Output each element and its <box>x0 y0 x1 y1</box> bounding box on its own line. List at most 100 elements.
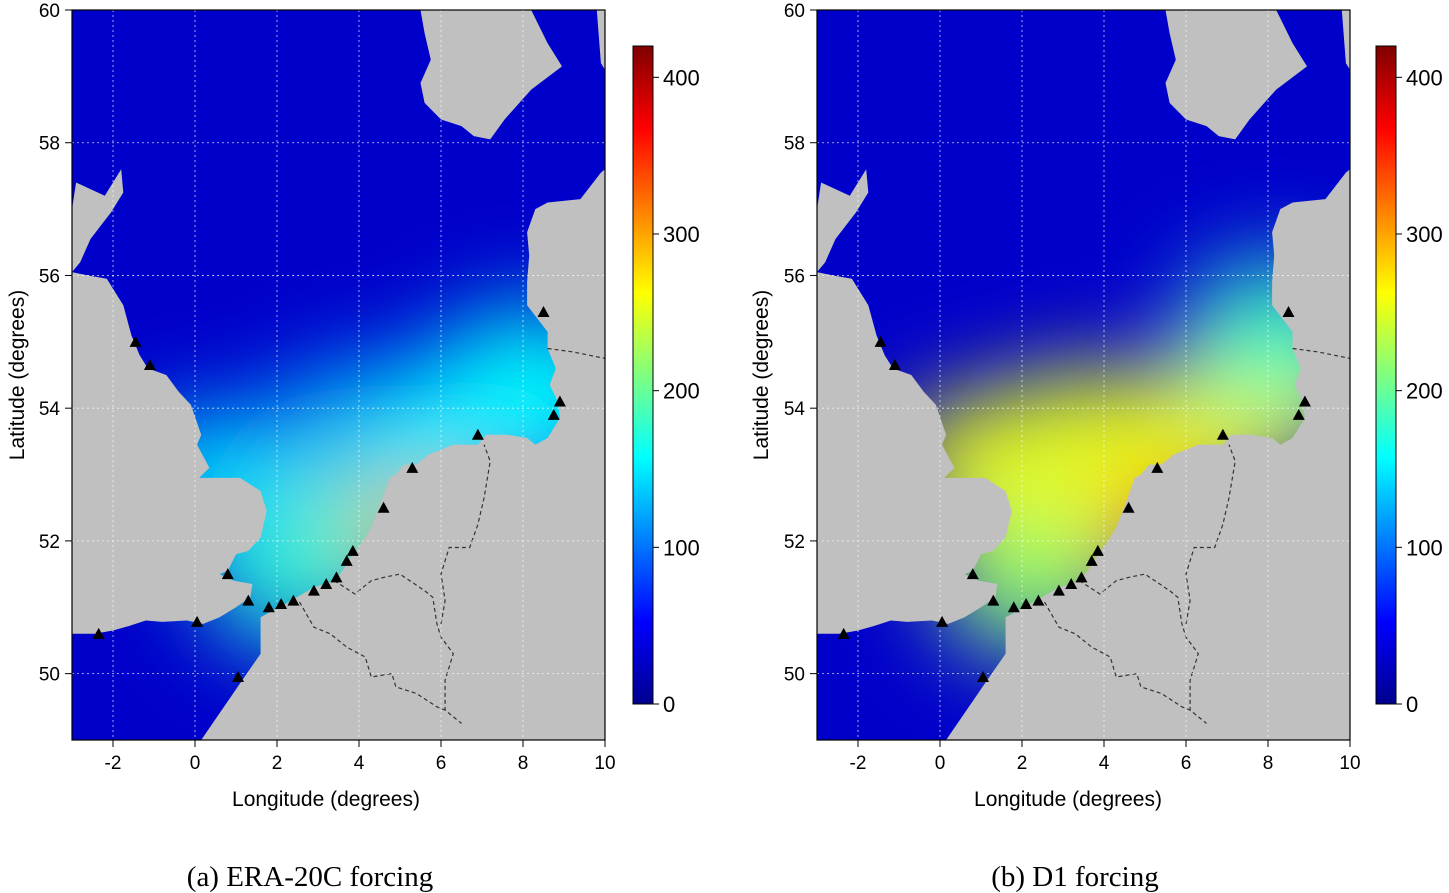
plot-frame <box>816 9 1351 741</box>
x-tick-label: 4 <box>1099 753 1110 774</box>
border-line <box>1079 573 1207 724</box>
x-axis-label: Longitude (degrees) <box>974 788 1162 811</box>
map-panel-era20c: -2 0 2 4 6 8 10 50 52 54 56 58 60 Longitude (degree… <box>6 1 700 893</box>
colorbar-tick-label: 100 <box>663 535 700 560</box>
colorbar-tick-label: 300 <box>663 222 700 247</box>
x-tick-label: 0 <box>935 753 946 774</box>
y-tick-label: 56 <box>39 266 60 287</box>
x-tick-label: 2 <box>272 753 283 774</box>
station-marker <box>406 461 419 473</box>
station-marker <box>537 305 550 317</box>
y-axis-ticks: 50 52 54 56 58 60 <box>784 1 817 686</box>
station-marker <box>471 428 484 440</box>
national-borders <box>298 347 605 724</box>
land-shape <box>596 10 605 70</box>
station-marker <box>888 359 901 371</box>
land-shape <box>1341 10 1350 70</box>
station-marker <box>221 568 234 580</box>
y-tick-label: 50 <box>39 665 60 686</box>
panel-caption: (b) D1 forcing <box>991 861 1159 893</box>
station-marker <box>1122 501 1135 513</box>
x-tick-label: 8 <box>1263 753 1274 774</box>
station-marker <box>287 594 300 606</box>
colorbar-tick-label: 200 <box>1406 379 1443 404</box>
station-marker <box>307 584 320 596</box>
station-marker <box>92 627 105 639</box>
x-tick-label: 6 <box>436 753 447 774</box>
grid-lines <box>72 10 605 740</box>
station-marker <box>346 544 359 556</box>
station-marker <box>330 571 343 583</box>
station-marker <box>129 335 142 347</box>
x-tick-label: -2 <box>105 753 122 774</box>
x-tick-label: 10 <box>1339 753 1360 774</box>
x-tick-label: 8 <box>518 753 529 774</box>
land-shape <box>201 169 605 740</box>
colorbar-tick-label: 100 <box>1406 535 1443 560</box>
station-marker <box>1292 408 1305 420</box>
y-tick-label: 52 <box>784 532 805 553</box>
y-axis-ticks: 50 52 54 56 58 60 <box>39 1 72 686</box>
land-shape <box>72 169 267 634</box>
station-marker <box>275 597 288 609</box>
station-marker <box>242 594 255 606</box>
y-tick-label: 58 <box>784 134 805 155</box>
colorbar-tick-label: 300 <box>1406 222 1443 247</box>
station-marker <box>262 601 275 613</box>
x-axis-ticks: -2 0 2 4 6 8 10 <box>105 740 616 774</box>
colorbar-tick-label: 0 <box>663 692 675 717</box>
colorbar-tick-label: 400 <box>1406 65 1443 90</box>
border-line <box>440 444 491 625</box>
station-marker <box>1065 578 1078 590</box>
x-tick-label: 10 <box>594 753 615 774</box>
tide-gauge-markers <box>92 305 566 682</box>
y-tick-label: 50 <box>784 665 805 686</box>
station-marker <box>553 395 566 407</box>
colorbar: 0 100 200 300 400 <box>1375 45 1443 717</box>
border-line <box>334 573 462 724</box>
grid-lines <box>817 10 1350 740</box>
y-tick-label: 60 <box>784 1 805 22</box>
station-marker <box>1216 428 1229 440</box>
national-borders <box>1043 347 1350 724</box>
colorbar-tick-label: 200 <box>663 379 700 404</box>
y-tick-label: 60 <box>39 1 60 22</box>
y-axis-label: Latitude (degrees) <box>6 290 29 460</box>
colorbar: 0 100 200 300 400 <box>632 45 700 717</box>
x-tick-label: 6 <box>1181 753 1192 774</box>
station-marker <box>1032 594 1045 606</box>
plot-frame <box>71 9 606 741</box>
land-shape <box>1165 10 1307 140</box>
station-marker <box>1085 554 1098 566</box>
station-marker <box>320 578 333 590</box>
colorbar-tick-label: 400 <box>663 65 700 90</box>
station-marker <box>340 554 353 566</box>
station-marker <box>936 615 949 627</box>
station-marker <box>1282 305 1295 317</box>
y-tick-label: 54 <box>784 399 806 420</box>
station-marker <box>1075 571 1088 583</box>
tide-gauge-markers <box>837 305 1311 682</box>
x-axis-label: Longitude (degrees) <box>232 788 420 811</box>
map-panel-d1: -2 0 2 4 6 8 10 50 52 54 56 58 60 Longitude (degree… <box>750 1 1443 893</box>
land-mask <box>817 10 1350 740</box>
y-tick-label: 58 <box>39 134 60 155</box>
station-marker <box>547 408 560 420</box>
x-tick-label: -2 <box>850 753 867 774</box>
colorbar-tick-label: 0 <box>1406 692 1418 717</box>
y-axis-label: Latitude (degrees) <box>750 290 773 460</box>
y-tick-label: 56 <box>784 266 805 287</box>
border-line <box>1292 347 1350 359</box>
station-marker <box>1091 544 1104 556</box>
station-marker <box>837 627 850 639</box>
station-marker <box>966 568 979 580</box>
station-marker <box>232 670 245 682</box>
land-shape <box>946 169 1350 740</box>
x-axis-ticks: -2 0 2 4 6 8 10 <box>850 740 1361 774</box>
station-marker <box>987 594 1000 606</box>
x-tick-label: 4 <box>354 753 365 774</box>
x-tick-label: 2 <box>1017 753 1028 774</box>
y-tick-label: 52 <box>39 532 60 553</box>
station-marker <box>377 501 390 513</box>
